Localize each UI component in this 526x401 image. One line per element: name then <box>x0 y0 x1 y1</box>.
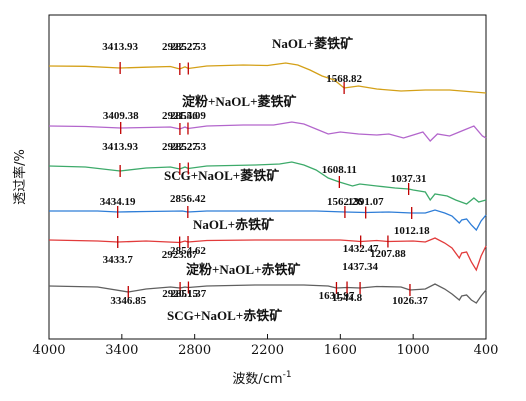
peak-label: 2923.67 <box>162 249 198 261</box>
series-name-3: NaOL+赤铁矿 <box>193 217 274 232</box>
peak-label: 2920.15 <box>162 288 198 300</box>
peak-label: 3434.19 <box>100 196 136 208</box>
peak-label: 1391.07 <box>348 196 384 208</box>
peak-label: 2922.27 <box>162 41 198 53</box>
peak-label: 1568.82 <box>326 73 362 85</box>
x-tick-label: 1600 <box>324 343 357 358</box>
series-name-5: SCG+NaOL+赤铁矿 <box>167 308 282 323</box>
series-line-4 <box>48 237 487 272</box>
peak-label: 1026.37 <box>392 295 428 307</box>
peak-label: 3413.93 <box>102 41 138 53</box>
x-tick-label: 400 <box>474 343 499 358</box>
peak-label: 1432.47 <box>343 243 379 255</box>
peak-label: 1608.11 <box>322 164 357 176</box>
x-tick-label: 2200 <box>251 343 284 358</box>
peak-label: 2854.62 <box>170 245 206 257</box>
peak-label: 2855.09 <box>170 110 206 122</box>
x-tick-label: 1000 <box>397 343 430 358</box>
series-line-0 <box>48 62 487 94</box>
peak-label: 1037.31 <box>391 173 427 185</box>
peak-label: 3346.85 <box>110 295 146 307</box>
series-name-0: NaOL+菱铁矿 <box>272 36 353 51</box>
peak-label: 3433.7 <box>103 254 134 266</box>
x-axis-label-sup: -1 <box>283 370 292 380</box>
series-name-4: 淀粉+NaOL+赤铁矿 <box>186 262 301 277</box>
x-tick-label: 4000 <box>32 343 65 358</box>
peak-label: 1207.88 <box>370 248 406 260</box>
series-line-1 <box>48 121 487 142</box>
x-axis: 4000 3400 2800 2200 1600 1000 400 <box>32 334 498 358</box>
x-tick-label: 2800 <box>178 343 211 358</box>
peak-label: 1631.97 <box>319 290 355 302</box>
peak-label: 2922.27 <box>162 141 198 153</box>
peak-label: 2852.53 <box>170 41 206 53</box>
series-name-2: SCG+NaOL+菱铁矿 <box>164 168 279 183</box>
y-axis-label: 透过率/% <box>12 149 28 205</box>
series-line-3 <box>49 209 487 232</box>
x-axis-label: 波数/cm-1 <box>232 370 291 387</box>
series-name-1: 淀粉+NaOL+菱铁矿 <box>182 94 297 109</box>
peak-label: 3409.38 <box>103 110 139 122</box>
peak-label: 1437.34 <box>342 261 378 273</box>
peak-label: 2856.42 <box>170 193 206 205</box>
peak-label: 1562.26 <box>327 196 363 208</box>
peak-label: 2852.53 <box>170 141 206 153</box>
peak-label: 1544.8 <box>332 292 363 304</box>
peak-label: 1012.18 <box>394 225 430 237</box>
peak-label: 3413.93 <box>102 141 138 153</box>
peak-label: 2921.46 <box>162 110 198 122</box>
x-tick-label: 3400 <box>105 343 138 358</box>
peak-label: 2851.37 <box>171 288 207 300</box>
